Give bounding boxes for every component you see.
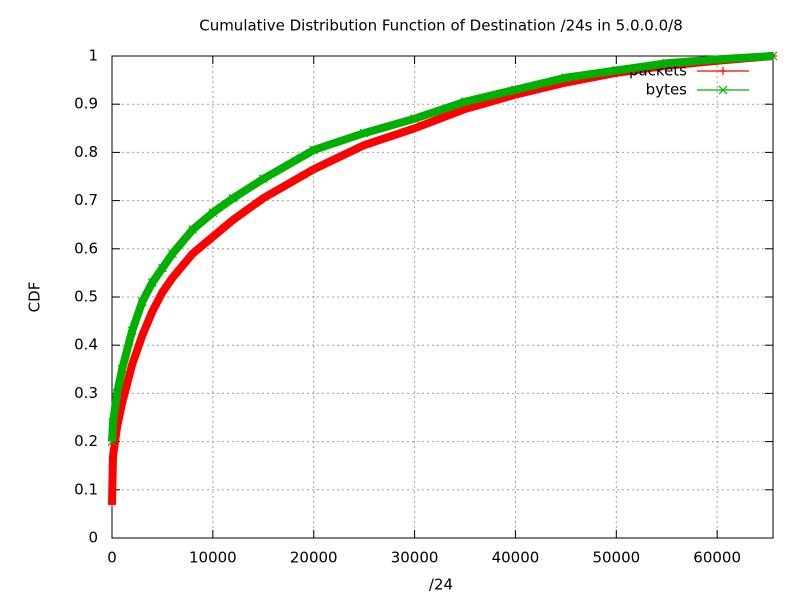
plot-frame	[111, 55, 774, 539]
series-line	[108, 52, 774, 505]
legend-label: bytes	[646, 81, 688, 99]
y-tick-label: 0.2	[74, 432, 98, 450]
data-point	[168, 273, 177, 282]
legend-marker	[718, 85, 728, 95]
data-point	[768, 51, 778, 61]
data-point	[461, 105, 470, 114]
y-tick-label: 0.9	[74, 95, 98, 113]
data-point	[229, 215, 238, 224]
y-tick-label: 0.7	[74, 191, 98, 209]
y-tick-label: 0.8	[74, 143, 98, 161]
data-point	[309, 145, 319, 155]
data-point	[611, 66, 621, 75]
data-point	[168, 249, 177, 259]
y-tick-label: 0	[88, 529, 98, 547]
data-point	[158, 288, 167, 297]
x-tick-label: 60000	[693, 549, 741, 567]
y-tick-label: 1	[88, 47, 98, 65]
y-axis-label: CDF	[26, 282, 44, 313]
data-point	[309, 165, 318, 174]
chart-title: Cumulative Distribution Function of Dest…	[199, 17, 683, 35]
data-point	[662, 58, 672, 68]
data-point	[228, 193, 238, 203]
x-tick-label: 50000	[592, 549, 640, 567]
data-point	[712, 54, 722, 64]
data-point	[112, 388, 122, 398]
data-point	[108, 417, 118, 427]
data-point	[188, 249, 197, 258]
data-point	[137, 297, 147, 307]
data-point	[127, 326, 137, 336]
data-point	[410, 114, 420, 124]
data-point	[188, 225, 198, 234]
y-tick-label: 0.5	[74, 288, 98, 306]
data-point	[258, 174, 268, 184]
x-axis-label: /24	[429, 576, 453, 594]
y-tick-label: 0.1	[74, 480, 98, 498]
y-tick-label: 0.4	[74, 336, 98, 354]
x-tick-label: 0	[107, 549, 117, 567]
data-point	[208, 232, 217, 241]
data-point	[109, 452, 118, 461]
y-tick-label: 0.6	[74, 239, 98, 257]
data-point	[117, 364, 127, 374]
data-point	[128, 360, 137, 369]
data-point	[148, 307, 157, 316]
data-point	[208, 208, 218, 218]
data-point	[108, 500, 116, 509]
data-point	[107, 437, 117, 447]
data-point	[158, 263, 167, 273]
x-tick-label: 30000	[391, 549, 439, 567]
data-point	[147, 278, 157, 287]
data-point	[460, 97, 470, 107]
data-point	[359, 128, 369, 138]
legend-marker	[719, 67, 727, 75]
x-tick-label: 40000	[492, 549, 540, 567]
x-tick-label: 20000	[290, 549, 338, 567]
data-point	[561, 73, 571, 83]
data-point	[259, 194, 268, 203]
data-point	[138, 331, 147, 340]
y-tick-label: 0.3	[74, 384, 98, 402]
data-point	[360, 141, 369, 150]
x-tick-label: 10000	[189, 549, 237, 567]
data-point	[410, 124, 419, 133]
data-point	[511, 85, 520, 95]
